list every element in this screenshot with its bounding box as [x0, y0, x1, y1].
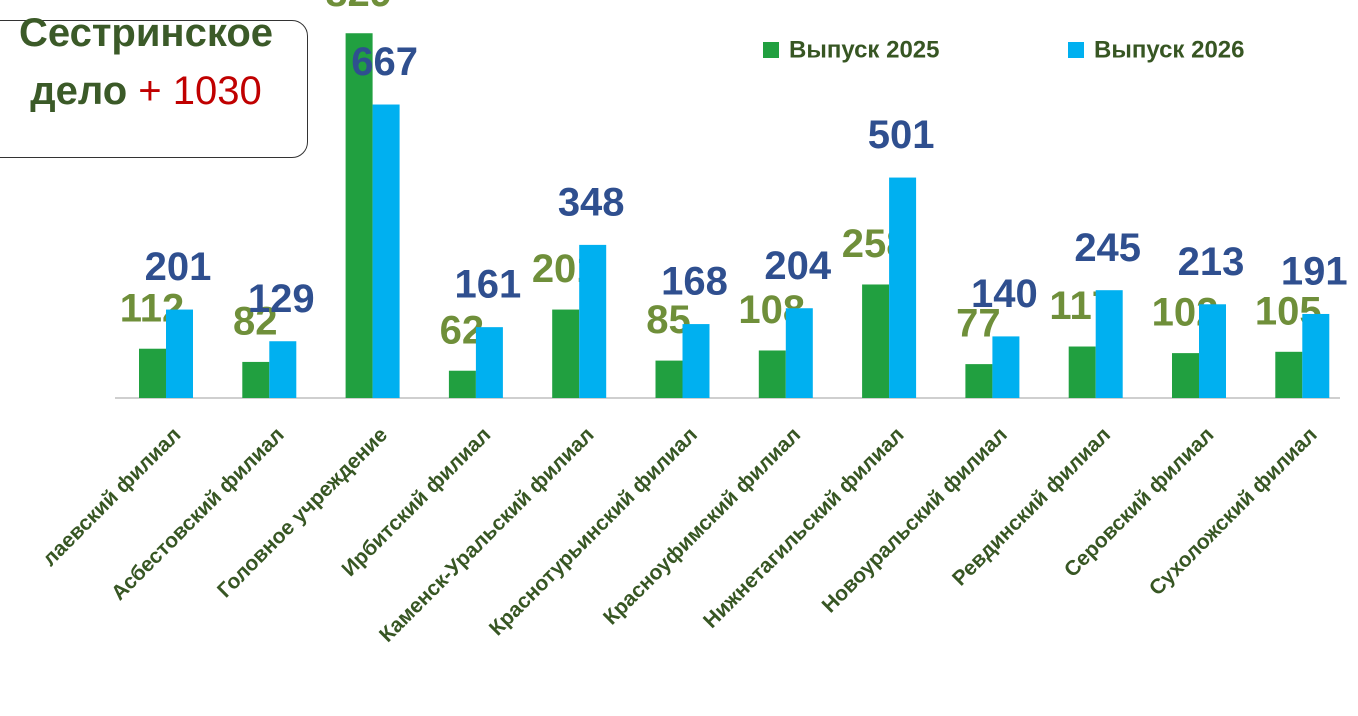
data-label: 204 [764, 244, 831, 288]
legend-label: Выпуск 2026 [1094, 36, 1245, 63]
data-label: 161 [455, 263, 522, 307]
bar [552, 309, 580, 398]
x-tick-label: Красноуфимский филиал [599, 423, 805, 629]
x-tick-label: Головное учреждение [213, 423, 392, 602]
data-label: 191 [1281, 250, 1348, 294]
legend-swatch [1068, 42, 1084, 58]
data-label: 201 [145, 245, 212, 289]
bar [992, 336, 1020, 398]
data-label: 168 [661, 260, 728, 304]
bar [579, 244, 607, 398]
bar [166, 309, 193, 398]
x-tick-label: Асбестовский филиал [107, 423, 289, 605]
chart-title: Сестринское дело [18, 11, 274, 113]
bar [345, 33, 373, 399]
bar [448, 370, 476, 398]
bar [1275, 351, 1303, 398]
bar [682, 324, 710, 398]
x-tick-label: Каменск-Уральский филиал [375, 423, 599, 647]
bar [269, 341, 297, 398]
x-tick-label: Новоуральский филиал [818, 423, 1012, 617]
title-highlight: + 1030 [138, 69, 262, 113]
legend-swatch [763, 42, 779, 58]
data-label: 77 [956, 302, 1001, 346]
bar [889, 177, 917, 398]
bar [372, 104, 400, 399]
bar [758, 350, 786, 398]
bar [1302, 313, 1330, 398]
x-tick-label: Краснотурьинский филиал [485, 423, 702, 640]
bar [1172, 353, 1199, 398]
legend-label: Выпуск 2025 [789, 36, 940, 63]
data-label: 501 [868, 113, 935, 157]
data-label: 348 [558, 180, 625, 224]
bar [475, 327, 503, 398]
bar [242, 361, 270, 398]
title: Сестринское дело + 1030 [12, 4, 280, 120]
bar [139, 348, 166, 398]
title-box [0, 20, 308, 158]
data-label: 85 [646, 298, 691, 342]
data-label: 140 [971, 272, 1038, 316]
data-label: 245 [1074, 226, 1141, 270]
bar [1095, 290, 1123, 398]
bar [785, 308, 813, 398]
bar [1199, 304, 1226, 398]
data-label: 82 [233, 299, 278, 343]
data-label: 129 [248, 277, 315, 321]
data-label: 829 [325, 0, 392, 15]
bar [862, 284, 890, 398]
bar [965, 364, 993, 398]
x-tick-label: Нижнетагильский филиал [699, 423, 909, 633]
bar [655, 360, 683, 398]
x-tick-label: Сухоложский филиал [1145, 423, 1322, 600]
data-label: 213 [1178, 240, 1245, 284]
bar [1068, 346, 1096, 398]
data-label: 667 [351, 40, 418, 84]
